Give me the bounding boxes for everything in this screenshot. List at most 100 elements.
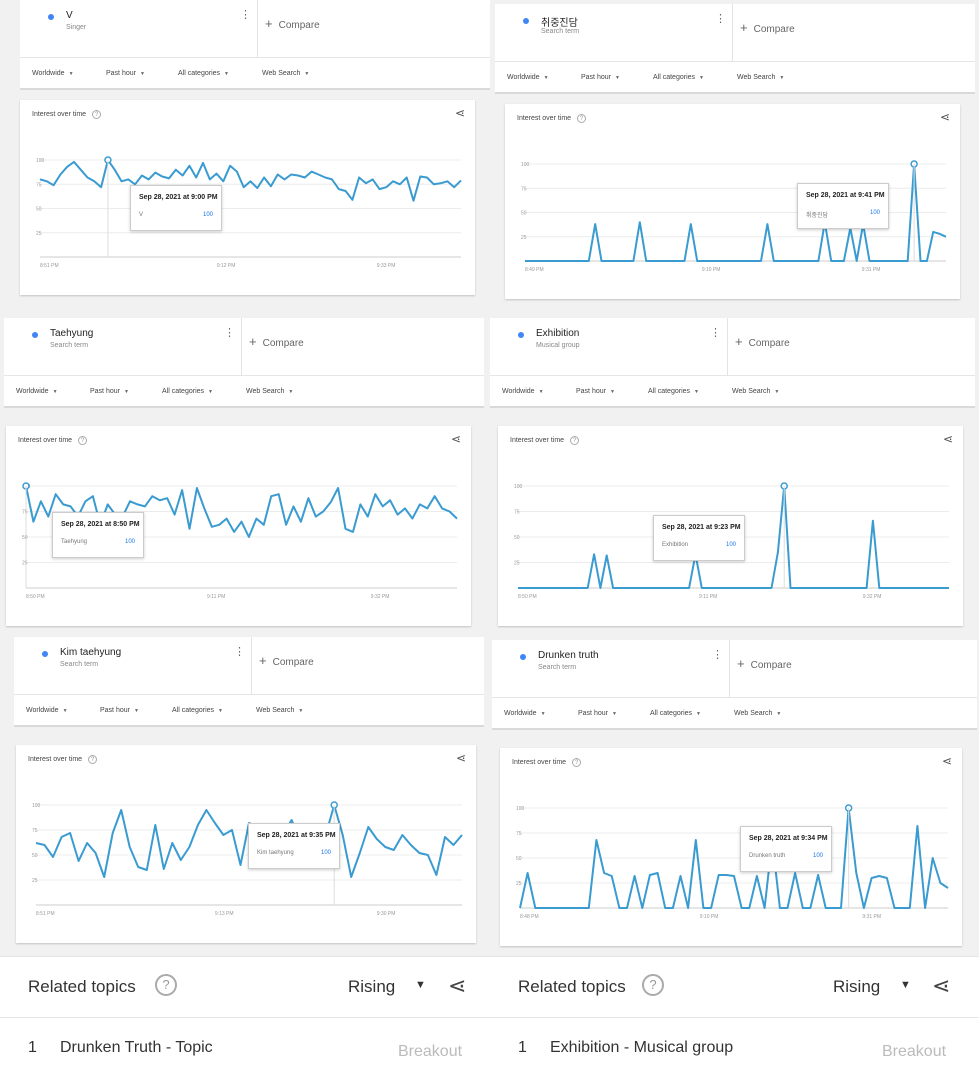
category-filter[interactable]: All categories ▼ <box>653 74 704 81</box>
region-filter[interactable]: Worldwide ▼ <box>26 707 68 714</box>
search-type-filter[interactable]: Web Search ▼ <box>256 707 303 714</box>
region-filter[interactable]: Worldwide ▼ <box>502 388 544 395</box>
search-term-chip[interactable]: Kim taehyung Search term ⋮ <box>30 637 252 695</box>
search-type-filter[interactable]: Web Search ▼ <box>246 388 293 395</box>
help-icon[interactable]: ? <box>572 758 582 767</box>
time-filter[interactable]: Past hour ▼ <box>100 707 139 714</box>
share-icon[interactable]: ⋖ <box>941 754 952 768</box>
compare-button[interactable]: + Compare <box>265 16 320 31</box>
help-icon[interactable]: ? <box>642 974 664 996</box>
more-vert-icon[interactable]: ⋮ <box>712 649 723 661</box>
plus-icon: + <box>735 334 743 349</box>
category-filter[interactable]: All categories ▼ <box>172 707 223 714</box>
more-vert-icon[interactable]: ⋮ <box>710 327 721 339</box>
time-filter[interactable]: Past hour ▼ <box>578 710 617 717</box>
tooltip-term: Exhibition <box>662 542 689 548</box>
help-icon[interactable]: ? <box>78 436 88 445</box>
search-type-filter[interactable]: Web Search ▼ <box>732 388 779 395</box>
series-line[interactable] <box>518 485 949 589</box>
search-type-filter[interactable]: Web Search ▼ <box>734 710 781 717</box>
dropdown-caret-icon: ▼ <box>696 711 701 717</box>
region-filter[interactable]: Worldwide ▼ <box>16 388 58 395</box>
related-topics-card: Related topics? Rising ▼ ⋖ 1 Drunken Truth - … <box>0 956 490 1076</box>
related-topics-card: Related topics? Rising ▼ ⋖ 1 Exhibition - Mus… <box>490 956 979 1076</box>
x-tick-label: 8:49 PM <box>525 267 544 273</box>
region-filter-label: Worldwide <box>26 707 59 714</box>
share-icon[interactable]: ⋖ <box>454 106 465 120</box>
filter-bar: Worldwide ▼ Past hour ▼ All categories ▼ Web S… <box>4 376 484 408</box>
category-filter[interactable]: All categories ▼ <box>650 710 701 717</box>
interest-over-time-card: Interest over time? ⋖ 100 75 50 25 8:48 PM 9:10… <box>500 748 962 946</box>
tooltip-date: Sep 28, 2021 at 9:41 PM <box>806 192 885 199</box>
search-term-chip[interactable]: V Singer ⋮ <box>36 0 258 58</box>
share-icon[interactable]: ⋖ <box>448 973 467 998</box>
region-filter[interactable]: Worldwide ▼ <box>507 74 549 81</box>
filter-bar: Worldwide ▼ Past hour ▼ All categories ▼ Web S… <box>492 698 977 730</box>
help-icon[interactable]: ? <box>155 974 177 996</box>
series-line[interactable] <box>39 159 462 202</box>
help-icon[interactable]: ? <box>92 110 102 119</box>
more-vert-icon[interactable]: ⋮ <box>224 327 235 339</box>
search-term-chip[interactable]: Taehyung Search term ⋮ <box>20 318 242 376</box>
plus-icon: + <box>259 653 267 668</box>
x-tick-label: 9:10 PM <box>700 914 719 920</box>
tooltip-value: 100 <box>124 539 135 545</box>
compare-button[interactable]: + Compare <box>735 334 790 349</box>
search-type-filter-label: Web Search <box>737 74 776 81</box>
time-filter[interactable]: Past hour ▼ <box>581 74 620 81</box>
time-filter[interactable]: Past hour ▼ <box>90 388 129 395</box>
compare-button[interactable]: + Compare <box>259 653 314 668</box>
sort-select[interactable]: Rising <box>833 977 881 996</box>
more-vert-icon[interactable]: ⋮ <box>715 13 726 25</box>
search-term-chip[interactable]: Exhibition Musical group ⋮ <box>506 318 728 376</box>
share-icon[interactable]: ⋖ <box>932 973 951 998</box>
compare-label: Compare <box>753 24 795 35</box>
x-tick-label: 8:51 PM <box>36 911 55 917</box>
help-icon[interactable]: ? <box>88 755 98 764</box>
x-tick-label: 8:48 PM <box>520 914 539 920</box>
search-term-chip[interactable]: 취중진담 Search term ⋮ <box>511 4 733 62</box>
filter-bar: Worldwide ▼ Past hour ▼ All categories ▼ Web S… <box>20 58 490 90</box>
time-filter[interactable]: Past hour ▼ <box>576 388 615 395</box>
more-vert-icon[interactable]: ⋮ <box>240 9 251 21</box>
search-type-filter-label: Web Search <box>262 70 301 77</box>
compare-button[interactable]: + Compare <box>737 656 792 671</box>
y-tick-label: 75 <box>516 831 522 837</box>
share-icon[interactable]: ⋖ <box>939 110 950 124</box>
compare-button[interactable]: + Compare <box>249 334 304 349</box>
category-filter[interactable]: All categories ▼ <box>648 388 699 395</box>
dropdown-caret-icon: ▼ <box>614 75 620 81</box>
share-icon[interactable]: ⋖ <box>455 751 466 765</box>
topic-link[interactable]: Exhibition - Musical group <box>550 1039 734 1056</box>
help-icon[interactable]: ? <box>577 114 587 123</box>
help-icon[interactable]: ? <box>570 436 580 445</box>
share-icon[interactable]: ⋖ <box>450 432 461 446</box>
tooltip-term: V <box>139 212 144 218</box>
tooltip-date: Sep 28, 2021 at 9:34 PM <box>749 835 828 842</box>
series-line[interactable] <box>519 807 949 909</box>
sort-select[interactable]: Rising <box>348 977 396 996</box>
more-vert-icon[interactable]: ⋮ <box>234 646 245 658</box>
term-name: Exhibition <box>536 328 580 339</box>
search-type-filter[interactable]: Web Search ▼ <box>737 74 784 81</box>
search-type-filter-label: Web Search <box>734 710 773 717</box>
dropdown-caret-icon: ▼ <box>304 71 310 77</box>
share-icon[interactable]: ⋖ <box>942 432 953 446</box>
series-line[interactable] <box>525 163 947 262</box>
search-type-filter-label: Web Search <box>246 388 285 395</box>
tooltip-date: Sep 28, 2021 at 9:00 PM <box>139 194 218 201</box>
search-type-filter[interactable]: Web Search ▼ <box>262 70 309 77</box>
dropdown-caret-icon[interactable]: ▼ <box>415 979 426 991</box>
region-filter[interactable]: Worldwide ▼ <box>504 710 546 717</box>
category-filter[interactable]: All categories ▼ <box>178 70 229 77</box>
time-filter[interactable]: Past hour ▼ <box>106 70 145 77</box>
region-filter[interactable]: Worldwide ▼ <box>32 70 74 77</box>
dropdown-caret-icon: ▼ <box>298 708 304 714</box>
search-term-chip[interactable]: Drunken truth Search term ⋮ <box>508 640 730 698</box>
topic-link[interactable]: Drunken Truth - Topic <box>60 1039 213 1056</box>
compare-button[interactable]: + Compare <box>740 20 795 35</box>
x-tick-label: 9:32 PM <box>371 594 390 600</box>
dropdown-caret-icon[interactable]: ▼ <box>900 979 911 991</box>
time-filter-label: Past hour <box>576 388 606 395</box>
category-filter[interactable]: All categories ▼ <box>162 388 213 395</box>
